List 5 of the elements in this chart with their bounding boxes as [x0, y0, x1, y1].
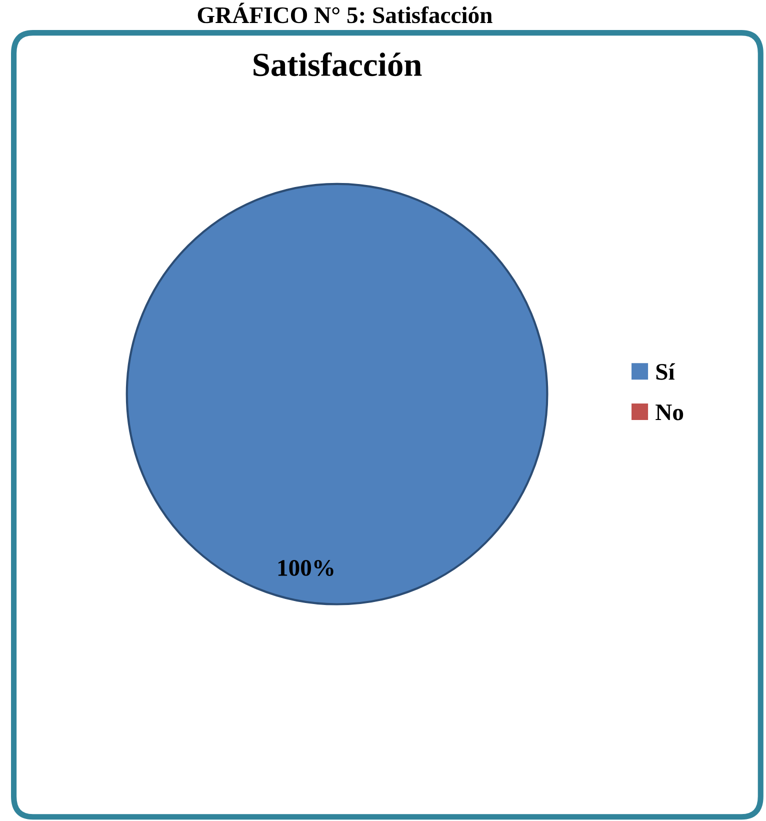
data-label: 100% — [278, 560, 334, 576]
text: GRÁFICO N° 5: Satisfacción — [198, 2, 492, 24]
legend-label: No — [656, 404, 684, 420]
legend-label: Sí — [656, 363, 676, 380]
chart-title: Satisfacción — [254, 52, 422, 76]
